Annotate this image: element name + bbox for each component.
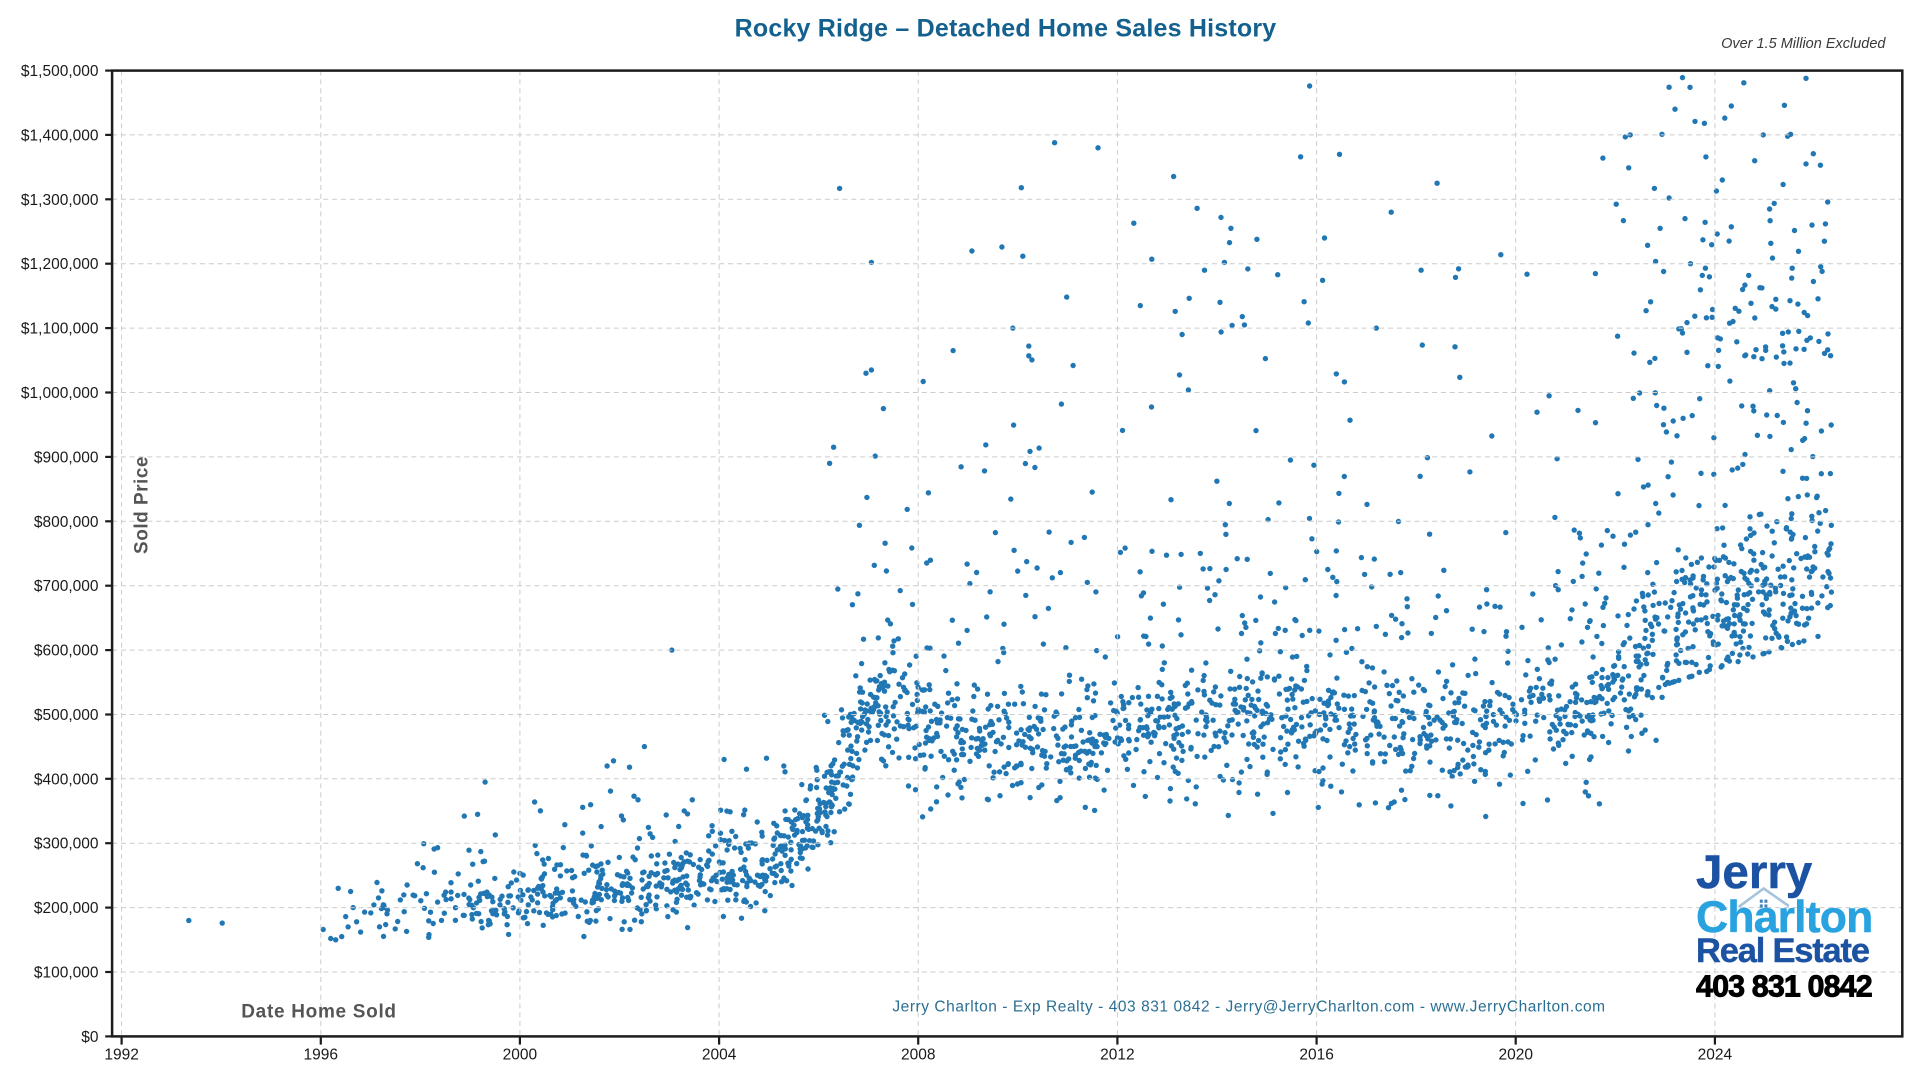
svg-text:$500,000: $500,000 — [34, 707, 99, 724]
svg-text:2012: 2012 — [1100, 1047, 1134, 1064]
svg-text:2004: 2004 — [702, 1047, 737, 1064]
svg-text:$1,500,000: $1,500,000 — [21, 63, 99, 80]
svg-text:2024: 2024 — [1698, 1047, 1733, 1064]
svg-text:$1,200,000: $1,200,000 — [21, 256, 99, 273]
svg-text:$1,100,000: $1,100,000 — [21, 321, 99, 338]
svg-text:2008: 2008 — [901, 1047, 935, 1064]
svg-text:$200,000: $200,000 — [34, 900, 99, 917]
svg-text:$100,000: $100,000 — [34, 965, 99, 982]
svg-text:$300,000: $300,000 — [34, 836, 99, 853]
svg-text:Rocky Ridge – Detached Home Sa: Rocky Ridge – Detached Home Sales Histor… — [735, 15, 1277, 43]
svg-text:Jerry Charlton - Exp Realty -: Jerry Charlton - Exp Realty - 403 831 08… — [892, 998, 1605, 1015]
svg-text:Jerry: Jerry — [1696, 846, 1813, 899]
svg-text:Charlton: Charlton — [1696, 893, 1873, 942]
svg-text:Sold Price: Sold Price — [132, 456, 153, 554]
svg-text:$800,000: $800,000 — [34, 514, 99, 531]
svg-text:$1,000,000: $1,000,000 — [21, 385, 99, 402]
svg-text:1992: 1992 — [104, 1047, 138, 1064]
svg-text:Date Home Sold: Date Home Sold — [241, 1001, 397, 1022]
svg-text:1996: 1996 — [304, 1047, 338, 1064]
svg-text:2016: 2016 — [1299, 1047, 1333, 1064]
svg-text:$600,000: $600,000 — [34, 643, 99, 660]
svg-text:$700,000: $700,000 — [34, 578, 99, 595]
svg-text:$900,000: $900,000 — [34, 449, 99, 466]
svg-text:403 831 0842: 403 831 0842 — [1696, 970, 1872, 1004]
svg-text:2020: 2020 — [1498, 1047, 1533, 1064]
svg-text:2000: 2000 — [503, 1047, 538, 1064]
svg-text:$1,300,000: $1,300,000 — [21, 192, 99, 209]
svg-text:$400,000: $400,000 — [34, 771, 99, 788]
svg-text:Over 1.5 Million Excluded: Over 1.5 Million Excluded — [1721, 36, 1886, 52]
svg-text:Real Estate: Real Estate — [1696, 932, 1870, 970]
svg-text:$1,400,000: $1,400,000 — [21, 127, 99, 144]
svg-text:$0: $0 — [81, 1029, 99, 1046]
